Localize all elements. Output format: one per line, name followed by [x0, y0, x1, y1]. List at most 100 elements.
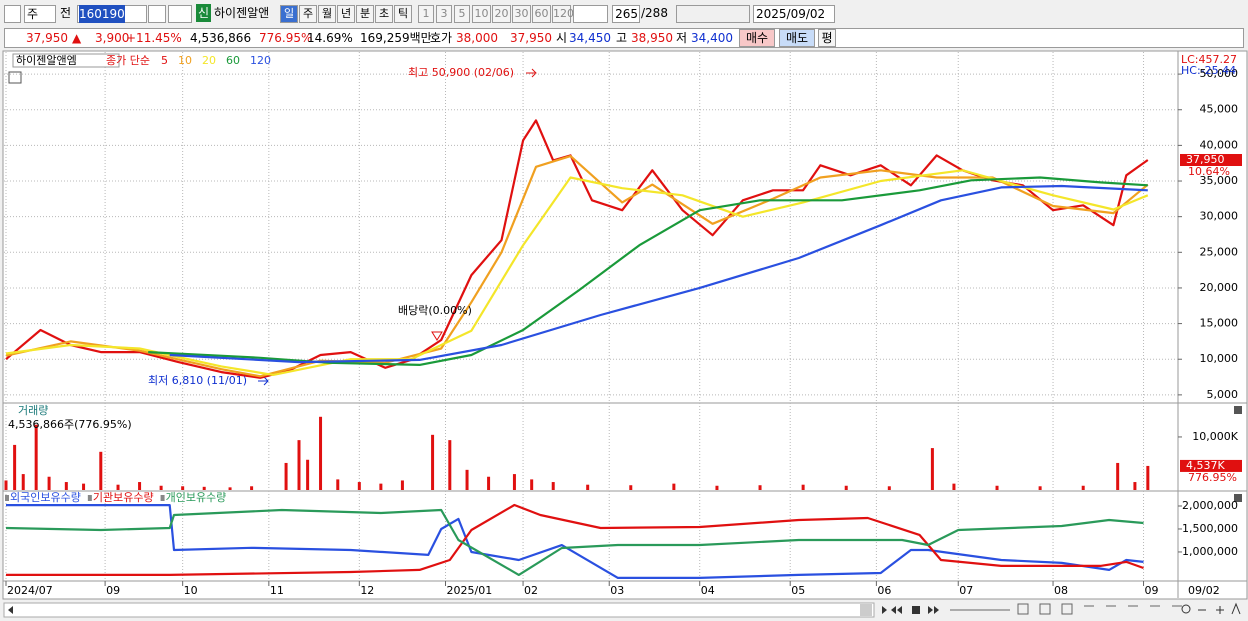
annotation: 배당락(0.00%) — [398, 304, 472, 317]
volume-bar — [228, 487, 232, 490]
volume-bar — [586, 484, 590, 490]
code-input[interactable]: 160190 — [77, 5, 147, 23]
legend-label: 60 — [226, 54, 240, 67]
scroll-track[interactable] — [3, 602, 875, 618]
volume-bar — [47, 476, 51, 490]
legend-marker — [5, 495, 9, 501]
amount: 169,259백만 — [360, 31, 432, 45]
panel-close[interactable] — [1234, 494, 1242, 502]
series-line — [5, 155, 1149, 378]
step-select[interactable] — [573, 5, 608, 23]
ask: 38,000 — [456, 31, 498, 45]
last-value-label: 37,950 — [1186, 153, 1225, 166]
y-tick-label: 35,000 — [1200, 174, 1239, 187]
y-tick-label: 1,000,000 — [1182, 545, 1238, 558]
panel-title: 거래량 — [18, 404, 48, 417]
y-tick-label: 40,000 — [1200, 138, 1239, 151]
series-line — [6, 503, 1144, 576]
x-tick-label: 2024/07 — [7, 584, 53, 597]
unit-button[interactable]: 일 — [280, 5, 298, 23]
zoom-icon[interactable] — [1181, 604, 1191, 614]
volume-bar — [138, 482, 142, 490]
volume: 4,536,866 — [190, 31, 252, 45]
x-tick-label: 09 — [106, 584, 120, 597]
tool-buttons[interactable] — [676, 5, 750, 23]
volume-bar — [250, 486, 254, 490]
legend-label: 10 — [178, 54, 192, 67]
sell-button[interactable]: 매도 — [779, 29, 815, 47]
step-button[interactable]: 3 — [436, 5, 452, 23]
high: 38,950 — [631, 31, 673, 45]
volume-bar — [4, 480, 8, 490]
table-icon[interactable] — [8, 71, 22, 84]
sound-button[interactable] — [168, 5, 192, 23]
step-button[interactable]: 10 — [472, 5, 491, 23]
volume-bar — [99, 451, 103, 490]
volume-bar — [530, 479, 534, 490]
avg-button[interactable]: 평 — [818, 29, 836, 47]
step-button[interactable]: 60 — [532, 5, 551, 23]
buy-button[interactable]: 매수 — [739, 29, 775, 47]
title-box — [12, 53, 120, 68]
period-select[interactable]: 주 — [24, 5, 56, 23]
volume-bar — [487, 476, 491, 490]
volume-bar — [297, 440, 301, 490]
volume-bar — [448, 440, 452, 490]
axis-note: LC:457.27 — [1181, 53, 1237, 66]
y-tick-label: 5,000 — [1207, 388, 1239, 401]
y-tick-label: 50,000 — [1200, 67, 1239, 80]
volume-bar — [1146, 465, 1150, 490]
zoom-controls[interactable] — [1198, 602, 1241, 615]
unit-button[interactable]: 년 — [337, 5, 355, 23]
open: 34,450 — [569, 31, 611, 45]
volume-bar — [202, 486, 206, 490]
volume-bar — [431, 434, 435, 490]
unit-button[interactable]: 주 — [299, 5, 317, 23]
volume-bar — [159, 485, 163, 490]
nav-buttons[interactable] — [882, 606, 939, 614]
stock-code: 160190 — [79, 5, 125, 23]
unit-button[interactable]: 월 — [318, 5, 336, 23]
volume-bar — [336, 479, 340, 490]
volume-bar — [672, 483, 676, 490]
prefix: 전 — [60, 6, 72, 20]
scroll-left[interactable] — [8, 606, 13, 614]
annotation: 최고 50,900 (02/06) — [408, 66, 514, 79]
volume-bar — [1133, 482, 1137, 490]
layout-icon[interactable] — [4, 5, 21, 23]
low-arrow — [258, 376, 269, 386]
y-tick-label: 2,000,000 — [1182, 499, 1238, 512]
x-tick-label: 09 — [1145, 584, 1159, 597]
turnover: 14.69% — [307, 31, 353, 45]
count-input[interactable]: 265 — [612, 5, 640, 23]
x-tick-label: 08 — [1054, 584, 1068, 597]
volume-bar — [357, 482, 361, 490]
quote-bar — [4, 28, 1244, 48]
step-button[interactable]: 5 — [454, 5, 470, 23]
stock-name: 하이젠알앤 — [214, 6, 270, 20]
panel-subtitle: 4,536,866주(776.95%) — [8, 418, 132, 431]
x-tick-label: 11 — [270, 584, 284, 597]
scroll-thumb[interactable] — [860, 604, 872, 616]
change: 3,900 — [95, 31, 130, 45]
tool-icons[interactable] — [1017, 603, 1182, 615]
series-line — [169, 184, 1148, 364]
unit-button[interactable]: 분 — [356, 5, 374, 23]
search-button[interactable] — [148, 5, 166, 23]
volume-bar — [844, 485, 848, 490]
legend-marker — [160, 495, 165, 501]
panel-close[interactable] — [1234, 406, 1242, 414]
step-button[interactable]: 30 — [512, 5, 531, 23]
date-input[interactable]: 2025/09/02 — [753, 5, 835, 23]
volume-bar — [21, 474, 25, 490]
step-button[interactable]: 20 — [492, 5, 511, 23]
unit-button[interactable]: 틱 — [394, 5, 412, 23]
volume-bar — [284, 462, 288, 490]
series-line — [148, 176, 1148, 366]
volume-bar — [995, 485, 999, 490]
unit-button[interactable]: 초 — [375, 5, 393, 23]
x-tick-label: 05 — [791, 584, 805, 597]
step-button[interactable]: 1 — [418, 5, 434, 23]
step-button[interactable]: 120 — [552, 5, 574, 23]
volume-bar — [801, 484, 805, 490]
